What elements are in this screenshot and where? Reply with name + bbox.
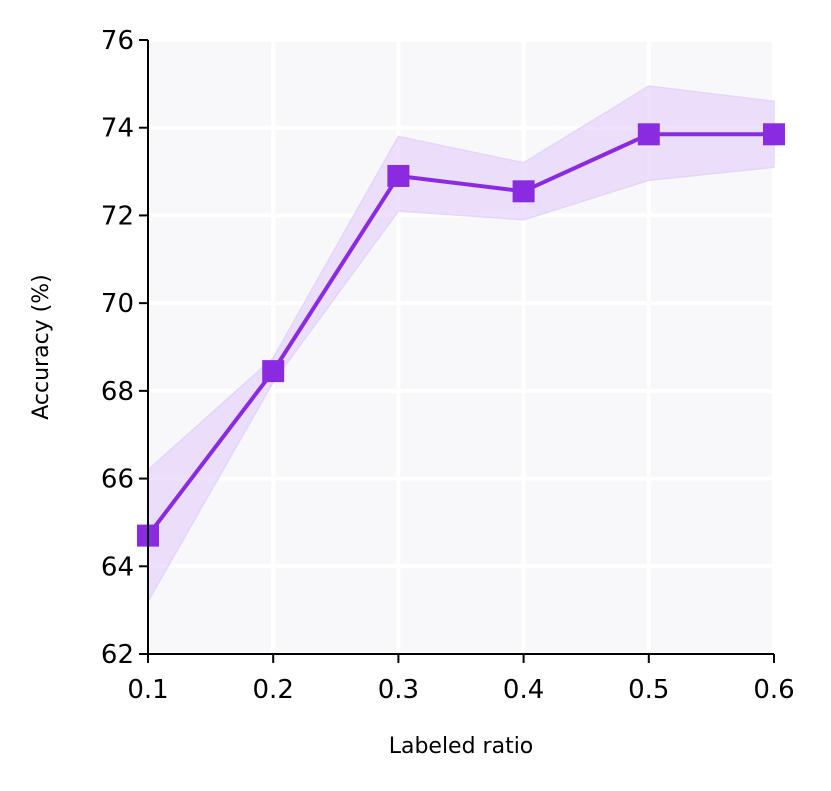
- axis-labels: Labeled ratio Accuracy (%): [29, 274, 533, 759]
- x-tick-label: 0.6: [753, 675, 794, 705]
- y-tick-label: 76: [101, 26, 134, 56]
- y-tick-label: 72: [101, 201, 134, 231]
- series-line: [146, 132, 774, 537]
- y-tick-label: 64: [101, 552, 134, 582]
- y-axis-label: Accuracy (%): [29, 274, 54, 420]
- y-tick-label: 74: [101, 114, 134, 144]
- axes: 0.1 0.2 0.3 0.4 0.5 0.6 62 64 66 68 70 72 74 76: [101, 26, 795, 705]
- y-tick-label: 66: [101, 465, 134, 495]
- data-point-marker: [262, 360, 285, 383]
- x-tick-label: 0.4: [503, 675, 544, 705]
- series-markers: [137, 123, 785, 547]
- data-point-marker: [637, 123, 660, 146]
- x-tick-label: 0.3: [378, 675, 419, 705]
- x-axis-label: Labeled ratio: [389, 734, 534, 759]
- x-tick-label: 0.2: [253, 675, 294, 705]
- y-tick-label: 70: [101, 289, 134, 319]
- x-tick-label: 0.5: [628, 675, 669, 705]
- data-point-marker: [763, 123, 785, 146]
- y-tick-label: 68: [101, 377, 134, 407]
- x-tick-label: 0.1: [127, 675, 168, 705]
- data-point-marker: [387, 164, 410, 187]
- data-point-marker: [512, 180, 535, 203]
- y-tick-label: 62: [101, 640, 134, 670]
- series-line-path: [146, 132, 774, 537]
